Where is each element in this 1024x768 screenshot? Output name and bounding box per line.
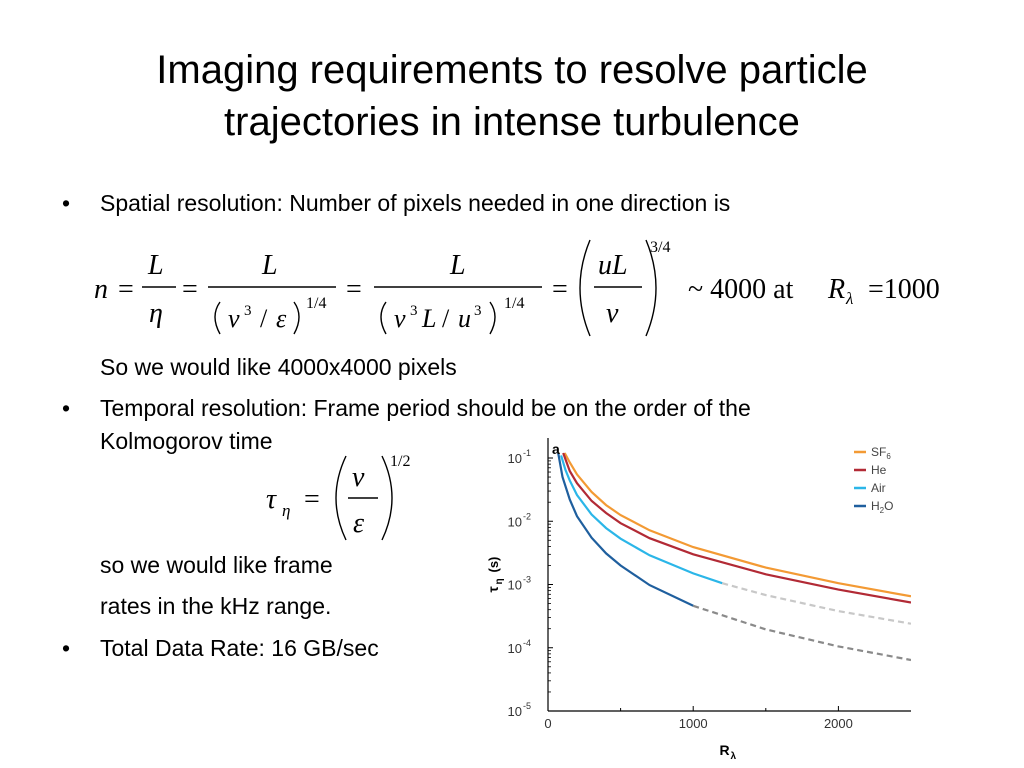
slide-title-line-1: Imaging requirements to resolve particle [156, 48, 868, 92]
frame-rate-text-line-1: so we would like frame [100, 552, 333, 578]
eq-tail-text: ~ 4000 at [688, 274, 794, 305]
y-axis-label: τη (s) [485, 557, 505, 593]
eq-exp-quarter-2: 1/4 [504, 295, 524, 312]
eq-L-numerator-3: L [449, 250, 466, 281]
eq-u: u [458, 304, 471, 333]
eq-tau-eps: ε [353, 508, 364, 539]
bullet-data-rate-text: Total Data Rate: 16 GB/sec [100, 635, 379, 661]
eq-tau-subscript: η [282, 501, 290, 520]
eq-R-symbol: R [827, 274, 845, 305]
series-extrapolation-air [721, 582, 911, 625]
eq-tau-exponent: 1/2 [390, 453, 410, 470]
eq-tau-equals: = [304, 484, 320, 515]
y-tick-exponent: -3 [523, 575, 531, 585]
y-axis-label-symbol: τ [485, 586, 501, 593]
slide-title: Imaging requirements to resolve particle… [0, 44, 1024, 148]
legend-label-sf6: SF6 [871, 445, 891, 461]
frame-rate-text-line-2: rates in the kHz range. [100, 593, 332, 619]
eq-exp-three-quarter: 3/4 [650, 239, 670, 256]
x-tick-label: 1000 [679, 716, 708, 731]
y-tick-label: 10 [508, 451, 522, 466]
series-line-h2o [557, 452, 694, 607]
y-tick-exponent: -1 [523, 448, 531, 458]
eq-nu-1: ν [228, 304, 240, 333]
eq-exp-quarter-1: 1/4 [306, 295, 326, 312]
legend-label-air: Air [871, 481, 886, 495]
series-line-sf6 [563, 452, 911, 598]
eq-tau-symbol: τ [266, 484, 277, 515]
eq-slash-1: / [260, 304, 268, 333]
y-tick-label: 10 [508, 514, 522, 529]
eq-cube-2: 3 [410, 303, 418, 319]
eq-cube-1: 3 [244, 303, 252, 319]
panel-label: a [552, 441, 560, 457]
x-axis-label-subscript: λ [731, 751, 737, 762]
legend-label-he: He [871, 463, 887, 477]
y-axis-label-subscript: η [494, 578, 505, 584]
y-tick-exponent: -4 [523, 638, 531, 648]
bullet-marker-spatial: • [62, 190, 71, 216]
bullet-marker-data-rate: • [62, 635, 71, 661]
y-tick-exponent: -2 [523, 511, 531, 521]
y-axis-label-unit: (s) [486, 557, 501, 573]
eq-equals-3: = [346, 274, 362, 305]
x-axis-label: R [720, 742, 730, 758]
eq-equals-4: = [552, 274, 568, 305]
eq-L-numerator-2: L [261, 250, 278, 281]
chart-series-group [557, 452, 911, 662]
eq-eps-1: ε [276, 304, 287, 333]
y-tick-exponent: -5 [523, 701, 531, 711]
eq-slash-2: / [442, 304, 450, 333]
eq-cube-3: 3 [474, 303, 482, 319]
y-tick-label: 10 [508, 641, 522, 656]
bullet-spatial-text: Spatial resolution: Number of pixels nee… [100, 190, 731, 216]
eq-equals-2: = [182, 274, 198, 305]
eq-L-numerator-1: L [147, 250, 164, 281]
spatial-followup-text: So we would like 4000x4000 pixels [100, 354, 457, 380]
slide-title-line-2: trajectories in intense turbulence [224, 100, 800, 144]
eq-L-inner: L [421, 304, 436, 333]
eq-tail-value: =1000 [868, 274, 940, 305]
series-line-he [562, 452, 911, 604]
bullet-temporal-text-line-1: Temporal resolution: Frame period should… [100, 395, 751, 421]
bullet-marker-temporal: • [62, 395, 71, 421]
eq-nu-denominator: ν [606, 298, 619, 329]
x-tick-label: 0 [544, 716, 551, 731]
eq-uL-numerator: uL [598, 250, 628, 281]
eq-eta-denominator: η [149, 298, 163, 329]
eq-nu-2: ν [394, 304, 406, 333]
x-tick-label: 2000 [824, 716, 853, 731]
eq-n-symbol: n [94, 274, 108, 305]
legend-label-h2o: H2O [871, 499, 893, 515]
y-tick-label: 10 [508, 578, 522, 593]
series-line-air [560, 455, 723, 585]
kolmogorov-time-equation: τ η = ν ε 1/2 [266, 453, 410, 541]
series-extrapolation-h2o [692, 604, 911, 662]
eq-tau-nu: ν [352, 462, 365, 493]
y-tick-label: 10 [508, 704, 522, 719]
bullet-temporal-text-line-2: Kolmogorov time [100, 428, 273, 454]
eq-lambda-subscript: λ [845, 289, 853, 308]
eq-equals-1: = [118, 274, 134, 305]
pixel-count-equation: n = L η = L ν 3 / ε 1/4 = L ν 3 L / u 3 … [94, 239, 940, 337]
